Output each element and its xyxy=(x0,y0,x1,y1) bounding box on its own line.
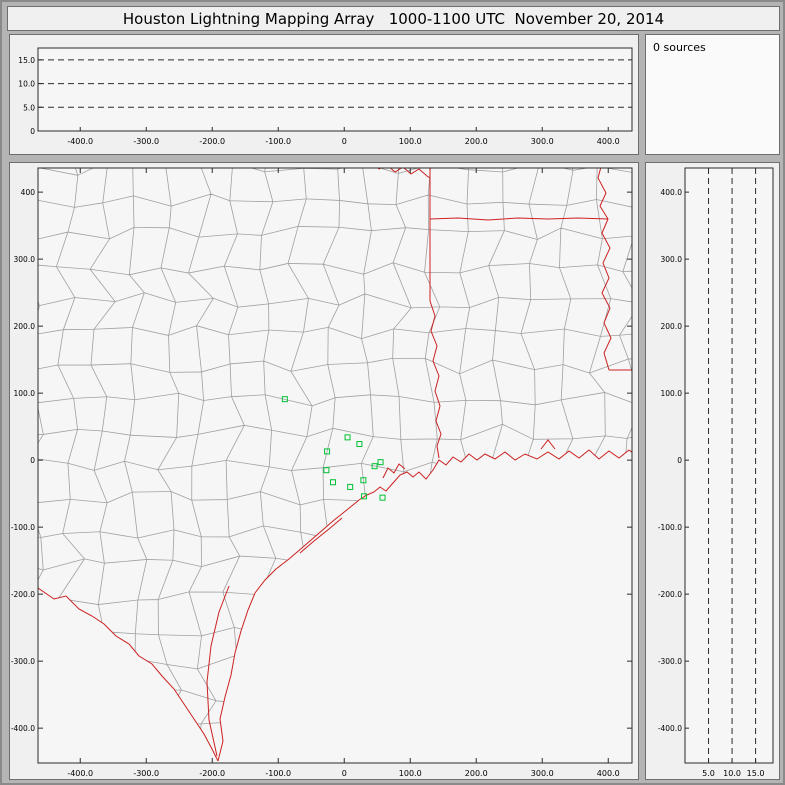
x-tick-label: -100.0 xyxy=(265,137,291,146)
y-tick-label: 300.0 xyxy=(14,255,36,264)
station-marker xyxy=(347,483,354,490)
rio-grande xyxy=(38,587,219,762)
ns-altitude-plot[interactable]: 5.0 10.0 15.0 400.0 300.0 200.0 100.0 0 -100.0 -2… xyxy=(646,163,781,781)
matagorda-island xyxy=(299,517,343,554)
ar-la-border xyxy=(429,217,609,221)
x-tick-label: 0 xyxy=(342,137,347,146)
x-tick-label: 400.0 xyxy=(597,137,620,146)
x-tick-label: 100.0 xyxy=(399,769,422,778)
y-tick-label: 400.0 xyxy=(661,188,683,197)
x-tick-label: 15.0 xyxy=(747,769,765,778)
vermilion-bay xyxy=(540,439,556,450)
altitude-ns-panel: 5.0 10.0 15.0 400.0 300.0 200.0 100.0 0 -100.0 -2… xyxy=(645,162,780,780)
x-tick-label: 5.0 xyxy=(702,769,715,778)
plan-view-panel: -400.0 -300.0 -200.0 -100.0 0 100.0 200.0 300.0… xyxy=(9,162,639,780)
x-tick-label: -400.0 xyxy=(67,137,93,146)
y-tick-label: -400.0 xyxy=(11,724,35,733)
galveston-bay xyxy=(382,463,406,479)
plot-area xyxy=(38,48,632,131)
lma-stations xyxy=(281,396,386,501)
plot-frame xyxy=(37,167,633,764)
y-tick-label: 300.0 xyxy=(661,255,683,264)
source-count-label: 0 sources xyxy=(653,41,706,54)
y-tick-label: 0 xyxy=(30,456,35,465)
y-tick-label: 200.0 xyxy=(14,322,36,331)
x-tick-label: -300.0 xyxy=(133,137,159,146)
y-tick-label: 200.0 xyxy=(661,322,683,331)
plot-frame xyxy=(37,47,633,132)
station-marker xyxy=(377,459,384,466)
y-tick-label: 100.0 xyxy=(661,389,683,398)
source-count-panel: 0 sources xyxy=(645,34,780,155)
x-tick-label: 10.0 xyxy=(723,769,741,778)
window-title: Houston Lightning Mapping Array 1000-110… xyxy=(7,6,780,31)
station-marker xyxy=(324,448,331,455)
station-marker xyxy=(361,493,368,500)
x-tick-label: 200.0 xyxy=(465,769,488,778)
gulf-coastline xyxy=(217,449,632,762)
x-tick-label: -300.0 xyxy=(133,769,159,778)
y-tick-label: 15.0 xyxy=(18,56,35,65)
station-marker xyxy=(360,477,367,484)
tx-ok-red-river xyxy=(377,168,431,179)
x-tick-label: 0 xyxy=(342,769,347,778)
station-marker xyxy=(379,494,386,501)
plot-frame xyxy=(684,167,774,764)
station-marker xyxy=(344,434,351,441)
y-tick-label: -400.0 xyxy=(658,724,682,733)
x-tick-label: 400.0 xyxy=(597,769,620,778)
x-tick-label: 300.0 xyxy=(531,137,554,146)
y-tick-label: 0 xyxy=(30,127,35,136)
y-tick-label: 10.0 xyxy=(18,80,35,89)
y-tick-label: 100.0 xyxy=(14,389,36,398)
x-tick-label: 100.0 xyxy=(399,137,422,146)
state-borders xyxy=(38,168,632,762)
plan-view-map[interactable]: -400.0 -300.0 -200.0 -100.0 0 100.0 200.0 300.0… xyxy=(10,163,640,781)
station-marker xyxy=(330,479,337,486)
plot-area xyxy=(685,168,773,763)
station-marker xyxy=(323,467,330,474)
sabine-river xyxy=(429,300,442,459)
y-tick-label: -100.0 xyxy=(11,523,35,532)
altitude-ew-panel: -400.0 -300.0 -200.0 -100.0 0 100.0 200.0 300.0… xyxy=(9,34,639,155)
x-tick-label: -100.0 xyxy=(265,769,291,778)
station-marker xyxy=(356,441,363,448)
plot-area xyxy=(38,168,632,763)
y-tick-label: -100.0 xyxy=(658,523,682,532)
x-tick-label: -200.0 xyxy=(199,769,225,778)
mississippi-river xyxy=(597,168,612,371)
y-tick-label: 0 xyxy=(677,456,682,465)
y-tick-label: -300.0 xyxy=(11,657,35,666)
padre-island xyxy=(206,585,230,757)
x-tick-label: 200.0 xyxy=(465,137,488,146)
x-tick-label: -400.0 xyxy=(67,769,93,778)
y-tick-label: 400 xyxy=(21,188,36,197)
y-tick-label: -300.0 xyxy=(658,657,682,666)
ew-altitude-plot[interactable]: -400.0 -300.0 -200.0 -100.0 0 100.0 200.0 300.0… xyxy=(10,35,640,156)
station-marker xyxy=(371,463,378,470)
y-tick-label: -200.0 xyxy=(11,590,35,599)
y-tick-label: 5.0 xyxy=(23,103,35,112)
x-tick-label: -200.0 xyxy=(199,137,225,146)
station-marker xyxy=(281,396,288,403)
x-tick-label: 300.0 xyxy=(531,769,554,778)
y-tick-label: -200.0 xyxy=(658,590,682,599)
